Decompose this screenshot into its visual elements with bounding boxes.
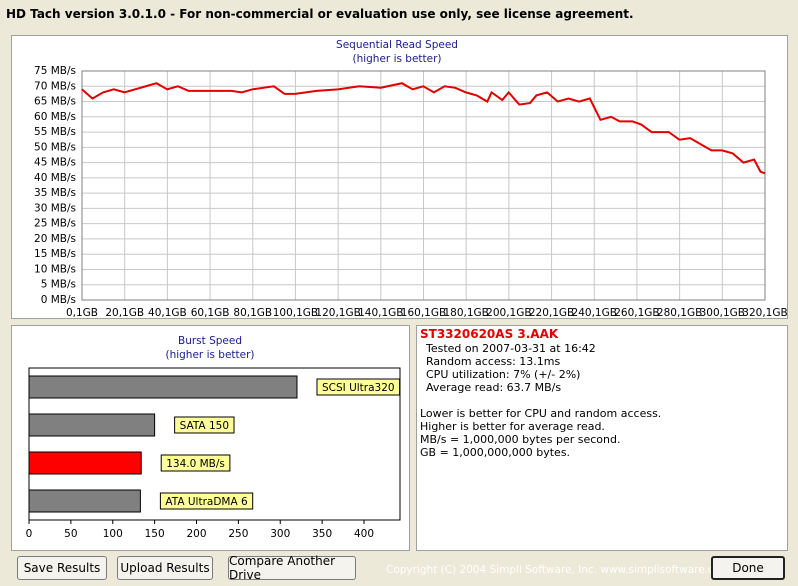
x-tick-label: 200 xyxy=(186,528,206,540)
x-tick-label: 60,1GB xyxy=(191,307,230,319)
drive-details: Tested on 2007-03-31 at 16:42 Random acce… xyxy=(426,342,596,394)
chart-subtitle: (higher is better) xyxy=(352,53,441,65)
x-tick-label: 200,1GB xyxy=(486,307,531,319)
y-tick-label: 65 MB/s xyxy=(34,96,76,108)
y-tick-label: 40 MB/s xyxy=(34,172,76,184)
y-tick-label: 30 MB/s xyxy=(34,202,76,214)
label-box xyxy=(316,378,401,396)
bar xyxy=(28,375,298,399)
bar-label: SATA 150 xyxy=(174,416,235,434)
plot-frame xyxy=(81,70,766,301)
save-button[interactable]: Save Results xyxy=(17,556,107,580)
note-line: Lower is better for CPU and random acces… xyxy=(420,407,662,420)
x-tick-label: 20,1GB xyxy=(105,307,144,319)
bar-label: 134.0 MB/s xyxy=(160,454,231,472)
info-panel xyxy=(416,325,788,551)
x-tick-label: 220,1GB xyxy=(529,307,574,319)
note-line: Higher is better for average read. xyxy=(420,420,605,433)
chart-title: Sequential Read Speed xyxy=(336,39,458,51)
x-tick-label: 300,1GB xyxy=(700,307,745,319)
x-tick-label: 0 xyxy=(26,528,33,540)
x-tick-label: 0,1GB xyxy=(66,307,98,319)
label-text: 134.0 MB/s xyxy=(166,458,225,470)
window-title: HD Tach version 3.0.1.0 - For non-commer… xyxy=(6,7,634,21)
bar-label: ATA UltraDMA 6 xyxy=(159,492,254,510)
x-tick-label: 250 xyxy=(228,528,248,540)
y-tick-label: 70 MB/s xyxy=(34,80,76,92)
x-tick-label: 100 xyxy=(103,528,123,540)
detail-line: Average read: 63.7 MB/s xyxy=(426,381,562,394)
y-tick-label: 20 MB/s xyxy=(34,233,76,245)
y-tick-label: 55 MB/s xyxy=(34,126,76,138)
label-box xyxy=(160,454,231,472)
x-tick-label: 320,1GB xyxy=(742,307,787,319)
x-tick-label: 150 xyxy=(145,528,165,540)
copyright: Copyright (C) 2004 Simpli Software, Inc.… xyxy=(386,564,731,576)
burst-chart: Burst Speed (higher is better) 0 50 100 150 20… xyxy=(26,335,401,540)
y-tick-label: 15 MB/s xyxy=(34,248,76,260)
y-tick-label: 10 MB/s xyxy=(34,263,76,275)
x-tick-label: 180,1GB xyxy=(443,307,488,319)
chart-subtitle: (higher is better) xyxy=(165,349,254,361)
notes: Lower is better for CPU and random acces… xyxy=(420,407,661,459)
y-tick-label: 25 MB/s xyxy=(34,218,76,230)
x-tick-label: 140,1GB xyxy=(358,307,403,319)
x-tick-label: 50 xyxy=(64,528,77,540)
x-tick-label: 100,1GB xyxy=(273,307,318,319)
chart-title: Burst Speed xyxy=(178,335,242,347)
detail-line: Tested on 2007-03-31 at 16:42 xyxy=(426,342,596,355)
label-box xyxy=(159,492,254,510)
note-line: MB/s = 1,000,000 bytes per second. xyxy=(420,433,621,446)
y-tick-label: 5 MB/s xyxy=(41,279,76,291)
read-line xyxy=(81,82,766,175)
y-tick-label: 35 MB/s xyxy=(34,187,76,199)
label-text: SCSI Ultra320 xyxy=(322,382,395,394)
read-panel xyxy=(11,35,788,319)
x-tick-label: 300 xyxy=(270,528,290,540)
drive-name: ST3320620AS 3.AAK xyxy=(420,327,559,341)
y-tick-label: 45 MB/s xyxy=(34,157,76,169)
label-text: SATA 150 xyxy=(180,420,229,432)
x-tick-label: 160,1GB xyxy=(401,307,446,319)
bar xyxy=(28,413,156,437)
compare-button[interactable]: Compare Another Drive xyxy=(228,554,356,582)
x-tick-label: 120,1GB xyxy=(315,307,360,319)
y-tick-label: 50 MB/s xyxy=(34,141,76,153)
bar xyxy=(28,489,141,513)
x-tick-label: 260,1GB xyxy=(614,307,659,319)
x-tick-label: 40,1GB xyxy=(148,307,187,319)
y-tick-label: 60 MB/s xyxy=(34,111,76,123)
detail-line: Random access: 13.1ms xyxy=(426,355,561,368)
read-chart: Sequential Read Speed (higher is better) 0… xyxy=(34,39,788,319)
bar xyxy=(28,451,142,475)
upload-button[interactable]: Upload Results xyxy=(117,556,213,580)
label-text: ATA UltraDMA 6 xyxy=(165,496,248,508)
label-box xyxy=(174,416,235,434)
x-tick-label: 350 xyxy=(312,528,332,540)
bar-label: SCSI Ultra320 xyxy=(316,378,401,396)
y-tick-label: 75 MB/s xyxy=(34,65,76,77)
detail-line: CPU utilization: 7% (+/- 2%) xyxy=(426,368,581,381)
done-button[interactable]: Done xyxy=(711,556,785,580)
x-tick-label: 240,1GB xyxy=(572,307,617,319)
x-tick-label: 280,1GB xyxy=(657,307,702,319)
x-tick-label: 80,1GB xyxy=(233,307,272,319)
x-tick-label: 400 xyxy=(354,528,374,540)
note-line: GB = 1,000,000,000 bytes. xyxy=(420,446,571,459)
y-tick-label: 0 MB/s xyxy=(41,294,76,306)
